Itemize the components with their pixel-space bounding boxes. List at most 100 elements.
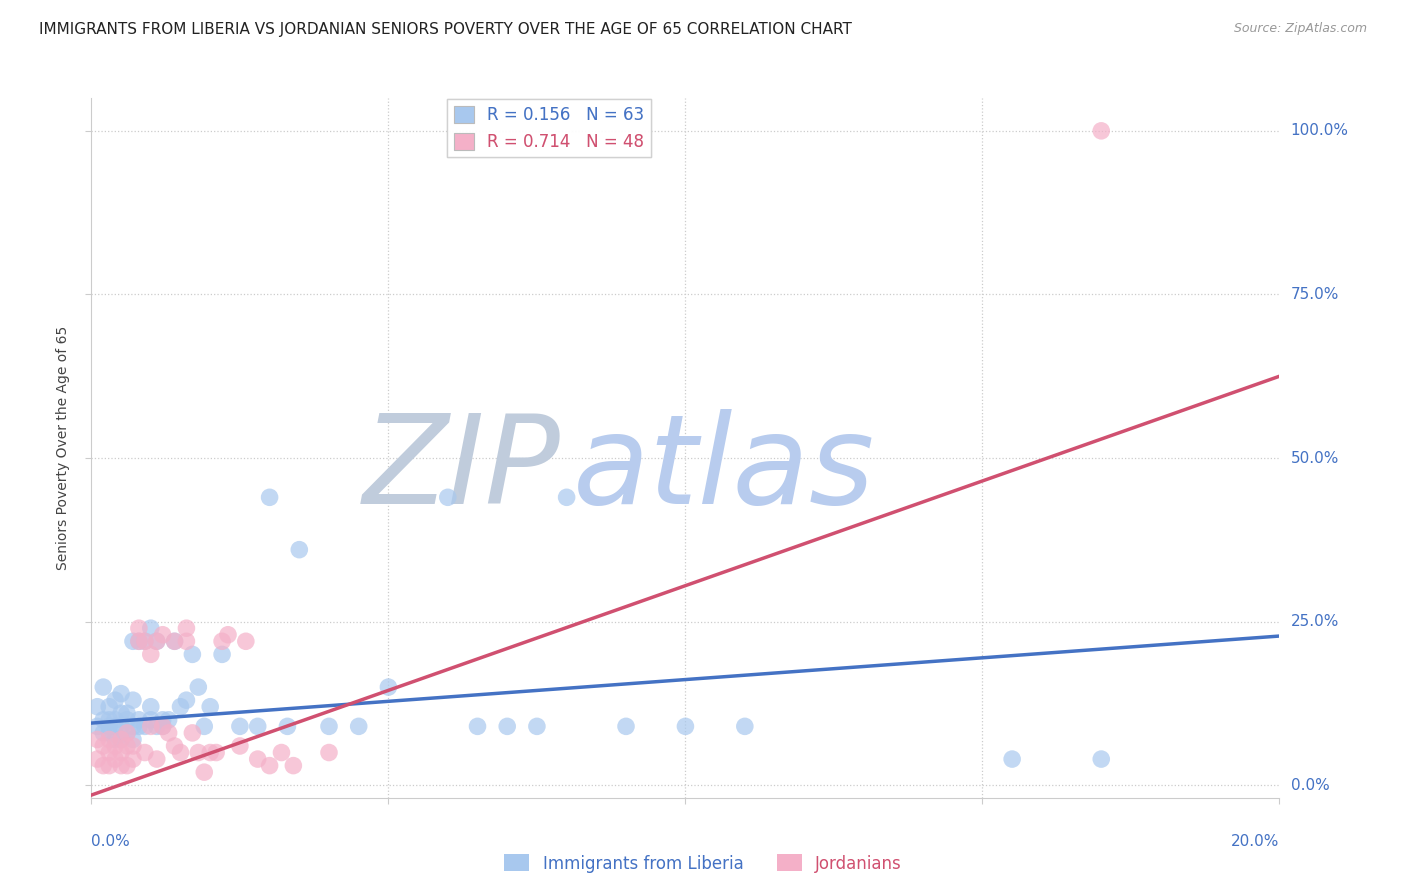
Text: 75.0%: 75.0% [1291,287,1339,302]
Point [110,758,132,772]
Point [115,739,138,753]
Point [110,687,132,701]
Point [128,634,150,648]
Point [122,693,145,707]
Point [110,706,132,721]
Point [157,726,180,740]
Point [283,758,305,772]
Point [98,713,121,727]
Point [176,693,198,707]
Point [91,758,114,772]
Point [122,752,145,766]
Point [110,719,132,733]
Point [91,739,114,753]
Point [169,699,191,714]
Point [1001,752,1024,766]
Point [145,634,167,648]
Point [181,726,204,740]
Point [176,634,198,648]
Point [163,739,186,753]
Point [104,732,127,747]
Point [139,713,162,727]
Point [169,746,191,760]
Point [217,628,239,642]
Text: 25.0%: 25.0% [1291,615,1339,629]
Point [98,719,121,733]
Point [259,491,281,505]
Text: 0.0%: 0.0% [91,834,131,849]
Y-axis label: Seniors Poverty Over the Age of 65: Seniors Poverty Over the Age of 65 [56,326,70,570]
Point [139,648,162,662]
Point [134,634,156,648]
Point [91,680,114,694]
Text: Source: ZipAtlas.com: Source: ZipAtlas.com [1233,22,1367,36]
Point [276,719,298,733]
Point [555,491,578,505]
Point [110,732,132,747]
Point [98,726,121,740]
Point [734,719,756,733]
Point [115,726,138,740]
Point [1090,124,1112,138]
Point [104,693,127,707]
Point [614,719,637,733]
Point [288,542,311,557]
Point [128,621,150,635]
Point [98,746,121,760]
Point [318,746,340,760]
Text: IMMIGRANTS FROM LIBERIA VS JORDANIAN SENIORS POVERTY OVER THE AGE OF 65 CORRELAT: IMMIGRANTS FROM LIBERIA VS JORDANIAN SEN… [39,22,852,37]
Legend: Immigrants from Liberia, Jordanians: Immigrants from Liberia, Jordanians [498,847,908,880]
Point [115,713,138,727]
Point [270,746,292,760]
Text: 50.0%: 50.0% [1291,450,1339,466]
Point [496,719,519,733]
Point [139,621,162,635]
Point [229,719,252,733]
Point [246,752,269,766]
Point [200,746,222,760]
Point [235,634,257,648]
Point [436,491,458,505]
Point [246,719,269,733]
Point [122,732,145,747]
Point [115,758,138,772]
Point [122,634,145,648]
Point [200,699,222,714]
Point [115,706,138,721]
Point [128,719,150,733]
Point [128,713,150,727]
Point [152,719,174,733]
Point [134,719,156,733]
Point [163,634,186,648]
Point [145,634,167,648]
Point [229,739,252,753]
Point [86,732,108,747]
Point [128,634,150,648]
Point [98,758,121,772]
Point [134,746,156,760]
Point [115,726,138,740]
Point [377,680,399,694]
Text: 100.0%: 100.0% [1291,123,1348,138]
Point [526,719,548,733]
Point [139,699,162,714]
Point [318,719,340,733]
Point [98,732,121,747]
Point [187,680,209,694]
Point [1090,752,1112,766]
Point [122,739,145,753]
Point [91,726,114,740]
Point [104,713,127,727]
Point [193,765,215,780]
Text: 20.0%: 20.0% [1232,834,1279,849]
Point [86,699,108,714]
Point [152,628,174,642]
Point [122,719,145,733]
Point [181,648,204,662]
Point [347,719,370,733]
Point [467,719,489,733]
Point [134,634,156,648]
Legend: R = 0.156   N = 63, R = 0.714   N = 48: R = 0.156 N = 63, R = 0.714 N = 48 [447,99,651,158]
Point [152,719,174,733]
Point [110,746,132,760]
